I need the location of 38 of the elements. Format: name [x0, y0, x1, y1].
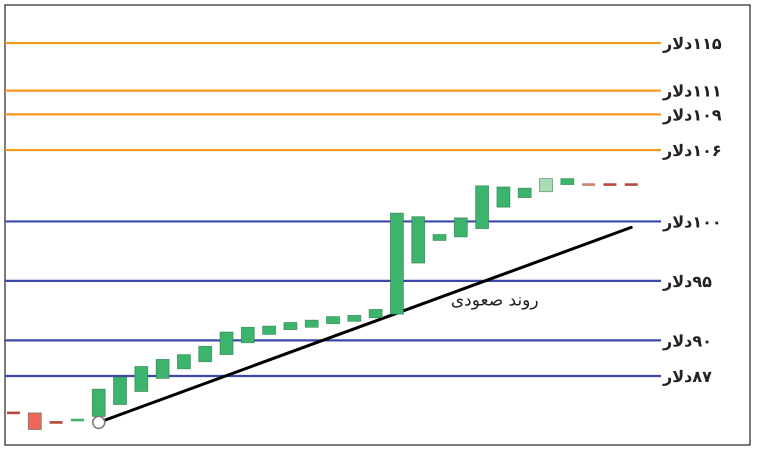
candlestick: [262, 326, 276, 335]
ref-line-label: ۱۰۶دلار: [662, 141, 722, 160]
candlestick: [284, 322, 298, 330]
ref-line-label: ۸۷دلار: [662, 367, 712, 386]
annotation: روند صعودی: [450, 290, 539, 311]
candlestick: [368, 309, 383, 318]
ref-line-label: ۱۱۵دلار: [662, 34, 722, 54]
candlestick: [496, 186, 510, 208]
candlestick: [134, 366, 148, 392]
candlestick: [304, 320, 319, 328]
candlestick: [220, 332, 234, 356]
candlestick: [347, 314, 362, 322]
candlestick: [582, 183, 596, 186]
candlestick: [240, 326, 255, 344]
candlestick: [518, 188, 532, 198]
ref-line-label: ۱۰۰دلار: [662, 212, 722, 232]
candlestick: [390, 212, 404, 315]
candlestick: [28, 412, 42, 430]
ref-line-label: ۱۱۱دلار: [662, 82, 722, 101]
candlestick: [475, 185, 490, 229]
candlestick: [177, 354, 191, 370]
candlestick: [411, 216, 426, 264]
candlestick: [603, 183, 616, 186]
candlestick: [7, 412, 20, 414]
candlestick: [113, 376, 127, 405]
candlestick: [70, 418, 84, 422]
ref-line-label: ۱۰۹دلار: [662, 105, 722, 124]
candlestick: [539, 178, 553, 192]
candlestick: [624, 183, 638, 186]
candlestick: [432, 234, 446, 241]
candlestick: [50, 421, 63, 424]
ref-line-label: ۹۵دلار: [662, 272, 712, 291]
candlestick: [198, 346, 212, 362]
ref-line-label: ۹۰دلار: [662, 331, 712, 350]
candlestick: [156, 358, 170, 379]
candlestick: [326, 316, 340, 324]
candlestick: [454, 217, 468, 238]
candlestick: [560, 178, 574, 185]
